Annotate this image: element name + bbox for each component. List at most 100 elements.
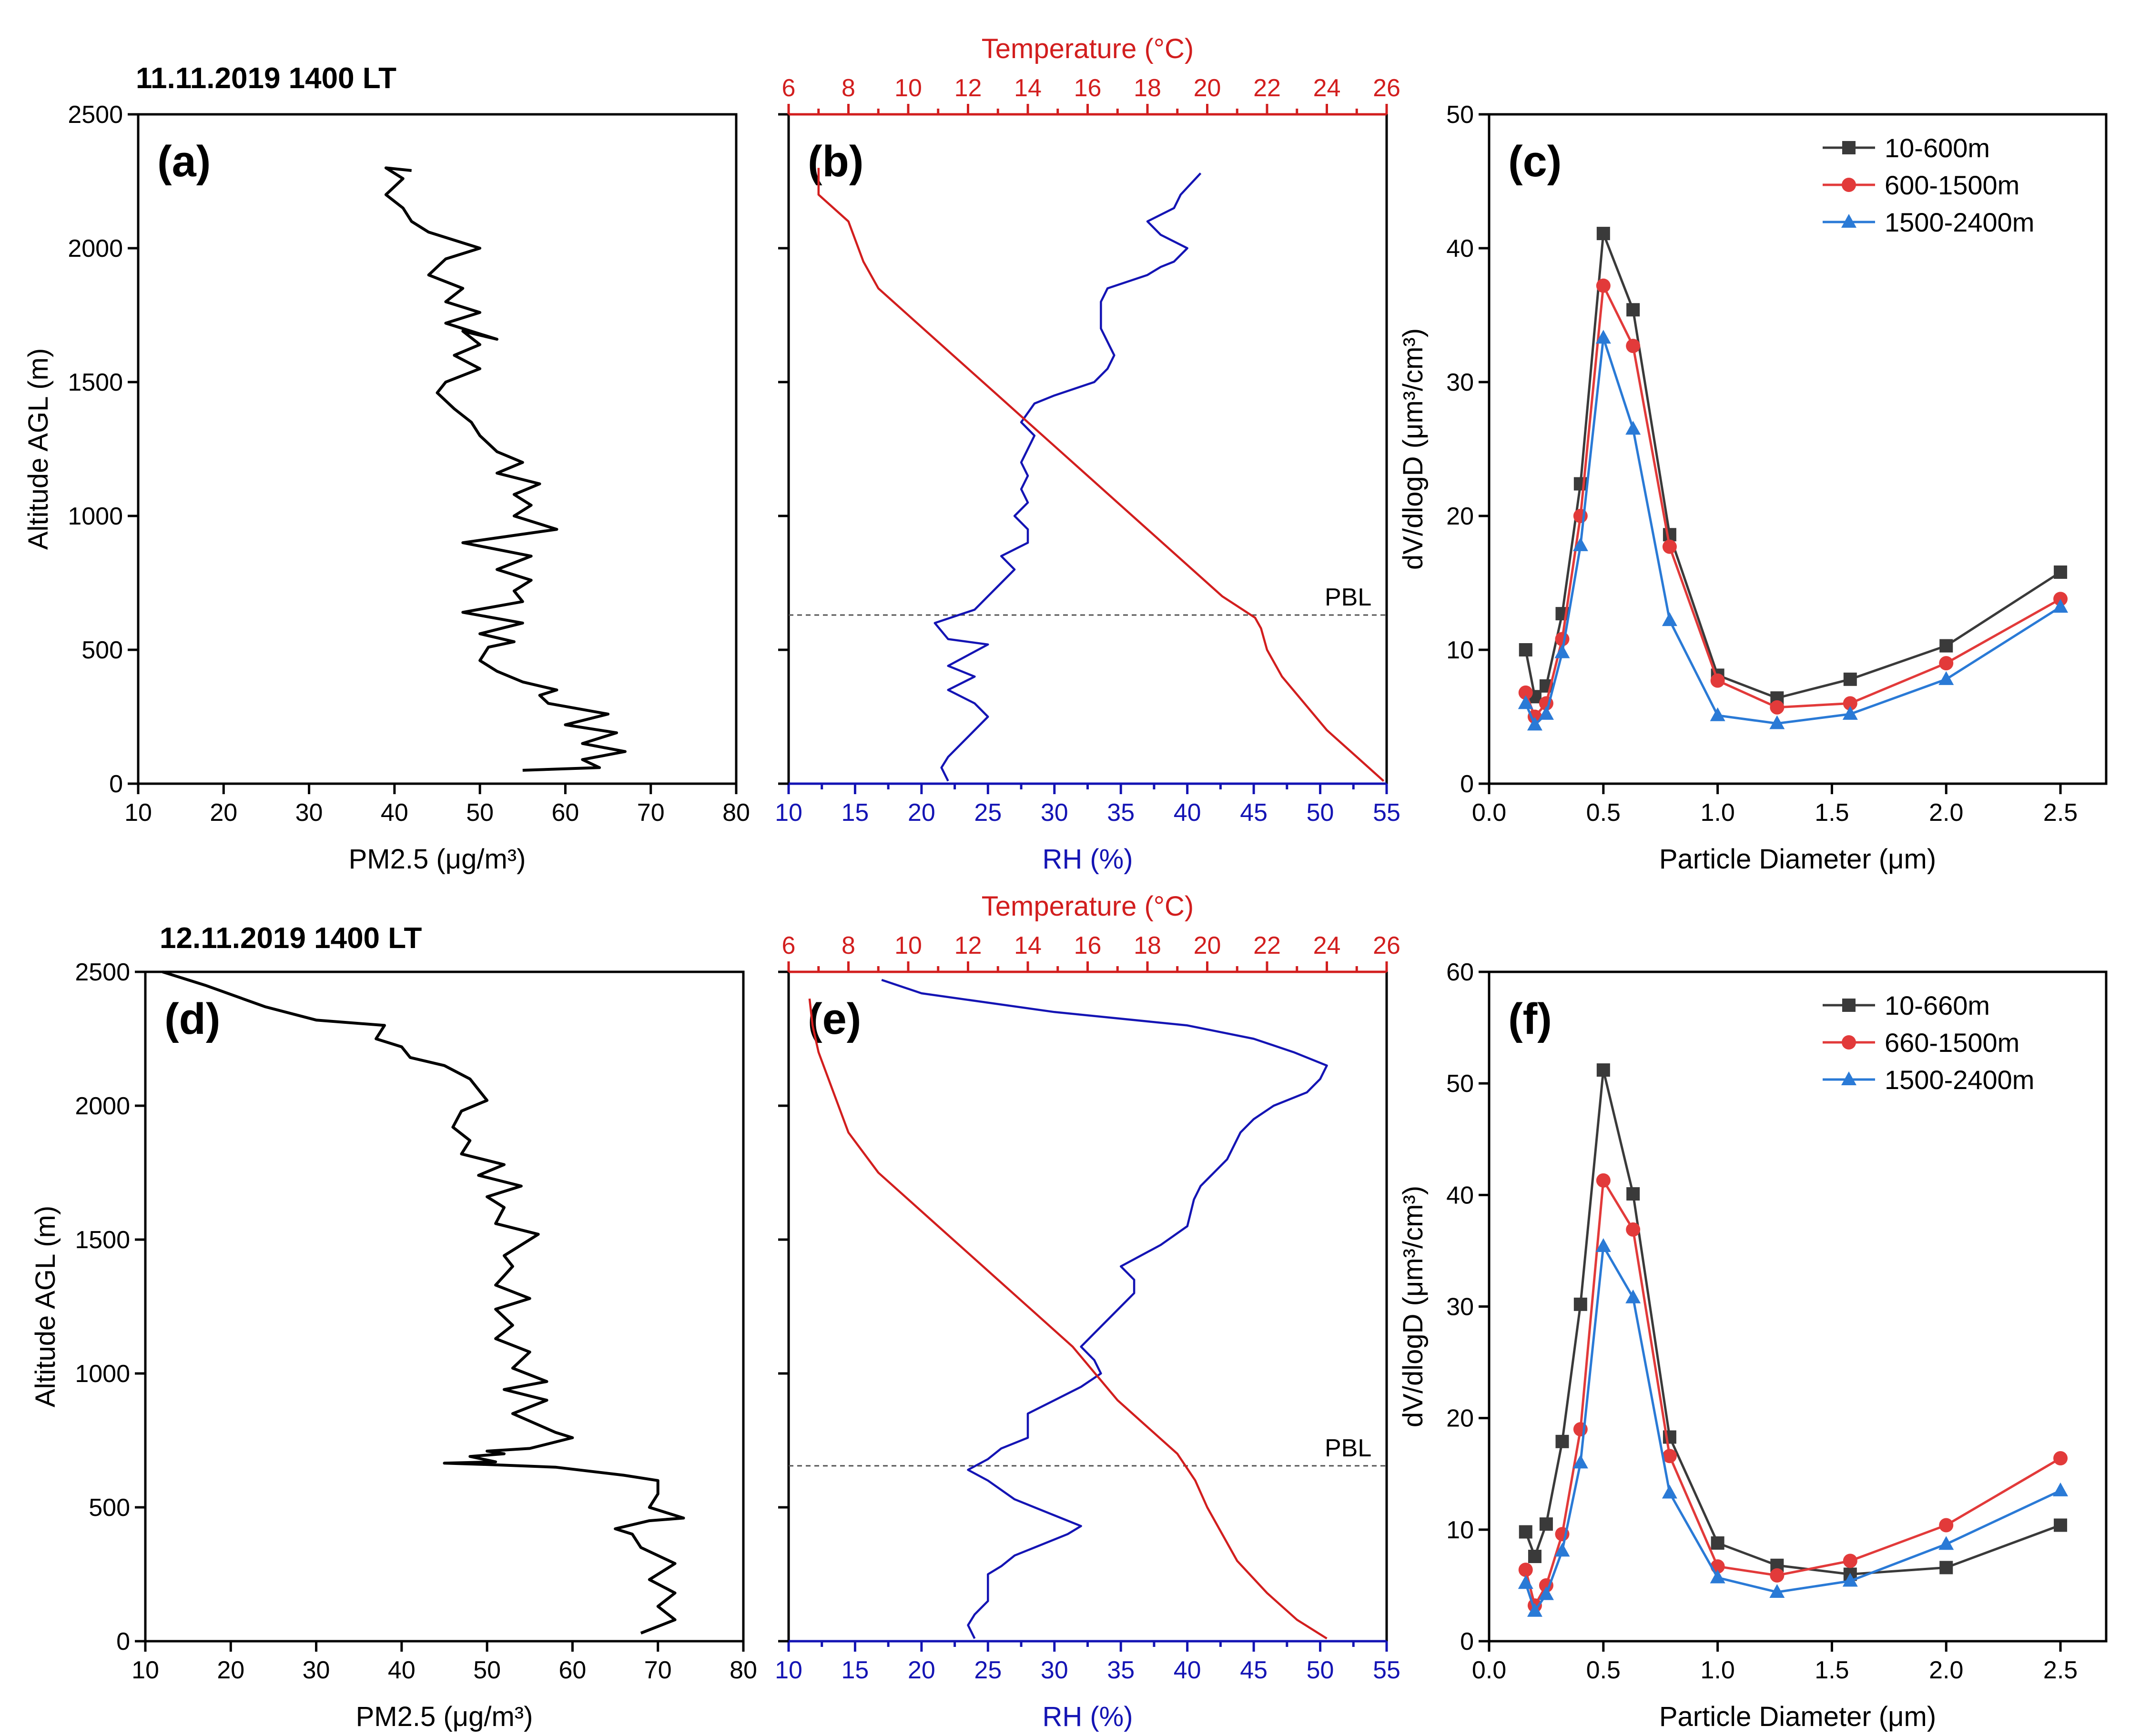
- data-point-600-1500m: [1518, 685, 1533, 700]
- y-tick-label: 0: [1460, 1628, 1474, 1655]
- x-tick-label: 25: [974, 1656, 1002, 1684]
- x-tick-label: 20: [908, 799, 935, 827]
- panel-label: (c): [1508, 137, 1562, 186]
- legend-marker: [1842, 178, 1856, 192]
- data-point-660-1500m: [1596, 1173, 1611, 1188]
- data-point-660-1500m: [2053, 1451, 2068, 1465]
- y-tick-label: 1500: [75, 1226, 130, 1254]
- x-tick-label: 1.5: [1815, 1656, 1849, 1684]
- y-tick-label: 1000: [75, 1360, 130, 1388]
- y-tick-label: 1000: [68, 503, 123, 530]
- series-line-1500-2400m: [1524, 1242, 2061, 1614]
- plot-frame: [144, 970, 745, 1643]
- data-point-10-660m: [1519, 1525, 1532, 1539]
- x-tick-label: 1.0: [1700, 1656, 1734, 1684]
- x-tick-label: 10: [132, 1656, 159, 1684]
- data-point-1500-2400m: [1572, 537, 1588, 551]
- x2-tick-label: 12: [954, 74, 982, 102]
- data-point-660-1500m: [1770, 1568, 1785, 1583]
- y-tick-label: 0: [109, 770, 123, 798]
- data-point-660-1500m: [1939, 1518, 1954, 1533]
- x-tick-label: 30: [303, 1656, 330, 1684]
- x-tick-label: 45: [1240, 1656, 1268, 1684]
- y-axis-title: Altitude AGL (m): [23, 348, 54, 550]
- x-tick-label: 10: [775, 1656, 802, 1684]
- data-point-10-660m: [2054, 1518, 2068, 1532]
- x-tick-label: 2.5: [2043, 1656, 2078, 1684]
- x-axis-title: Particle Diameter (μm): [1659, 844, 1936, 875]
- panel-label: (b): [808, 137, 863, 186]
- x2-axis-title: Temperature (°C): [982, 33, 1194, 64]
- x-axis-title: PM2.5 (μg/m³): [349, 844, 526, 875]
- data-point-600-1500m: [1662, 539, 1677, 554]
- x-tick-label: 55: [1373, 799, 1400, 827]
- data-point-1500-2400m: [2053, 599, 2069, 613]
- x-tick-label: 60: [559, 1656, 587, 1684]
- series-line-1500-2400m: [1524, 337, 2061, 727]
- x-tick-label: 40: [1174, 799, 1201, 827]
- x2-tick-label: 18: [1134, 74, 1161, 102]
- plot-frame: [137, 113, 738, 785]
- date-label-row-1: 11.11.2019 1400 LT: [136, 62, 396, 95]
- data-point-1500-2400m: [1595, 330, 1611, 344]
- x-tick-label: 35: [1107, 799, 1135, 827]
- data-point-600-1500m: [1573, 509, 1588, 523]
- x2-tick-label: 14: [1014, 74, 1042, 102]
- data-point-600-1500m: [1939, 656, 1954, 671]
- panel-label: (f): [1508, 995, 1552, 1043]
- x2-tick-label: 16: [1074, 74, 1102, 102]
- x-tick-label: 25: [974, 799, 1002, 827]
- y-tick-label: 50: [1446, 101, 1474, 129]
- data-point-1500-2400m: [1538, 1586, 1554, 1600]
- data-point-1500-2400m: [1527, 1603, 1542, 1617]
- panel-f: 0.0 0.5 1.0 1.5 2.0 2.5 0 10 20 30 40 50 60 Particle …: [1398, 959, 2108, 1732]
- x-tick-label: 40: [388, 1656, 416, 1684]
- y-tick-label: 20: [1446, 1405, 1474, 1433]
- data-point-660-1500m: [1843, 1554, 1857, 1568]
- data-point-1500-2400m: [1625, 1289, 1641, 1303]
- x-tick-label: 80: [730, 1656, 757, 1684]
- data-point-600-1500m: [1626, 339, 1641, 353]
- data-point-1500-2400m: [1710, 1569, 1725, 1584]
- x-axis-title: RH (%): [1042, 844, 1133, 875]
- x-tick-label: 1.5: [1815, 799, 1849, 827]
- y-axis-title: Altitude AGL (m): [30, 1206, 61, 1407]
- plot-frame: [787, 970, 1388, 1643]
- x2-tick-label: 6: [782, 932, 796, 959]
- data-point-10-660m: [1939, 1561, 1953, 1575]
- panel-label: (e): [808, 995, 861, 1043]
- plot-frame: [787, 113, 1388, 785]
- data-point-660-1500m: [1626, 1222, 1641, 1237]
- data-point-1500-2400m: [1842, 1573, 1858, 1587]
- data-point-1500-2400m: [1662, 612, 1677, 626]
- y-tick-label: 500: [81, 636, 123, 664]
- panel-c: 0.0 0.5 1.0 1.5 2.0 2.5 0 10 20 30 40 50 Particle Di…: [1398, 101, 2108, 875]
- legend-label: 1500-2400m: [1885, 1065, 2034, 1095]
- data-point-10-660m: [1555, 1434, 1569, 1448]
- data-point-10-600m: [1626, 303, 1640, 317]
- x2-tick-label: 10: [894, 932, 922, 959]
- data-point-10-660m: [1539, 1517, 1553, 1531]
- data-point-1500-2400m: [1554, 644, 1570, 658]
- data-point-1500-2400m: [1625, 421, 1641, 435]
- x-axis-title: Particle Diameter (μm): [1659, 1701, 1936, 1732]
- x2-tick-label: 24: [1313, 74, 1341, 102]
- x-tick-label: 2.0: [1929, 1656, 1963, 1684]
- x-tick-label: 50: [1307, 1656, 1334, 1684]
- y-axis-title: dV/dlogD (μm³/cm³): [1398, 328, 1429, 570]
- x-tick-label: 30: [1041, 799, 1068, 827]
- legend-marker: [1841, 214, 1856, 228]
- legend-marker: [1842, 1035, 1856, 1050]
- panel-d: 10 20 30 40 50 60 70 80 0 500 1000 1500 2000 2500 PM2.…: [30, 959, 757, 1732]
- date-label-row-2: 12.11.2019 1400 LT: [160, 922, 422, 955]
- x2-tick-label: 24: [1313, 932, 1341, 959]
- panel-label: (d): [164, 995, 220, 1043]
- x-tick-label: 0.5: [1586, 1656, 1621, 1684]
- legend-label: 600-1500m: [1885, 170, 2019, 200]
- x2-tick-label: 8: [842, 74, 855, 102]
- x-axis-title: PM2.5 (μg/m³): [356, 1701, 533, 1732]
- data-point-1500-2400m: [1938, 671, 1954, 685]
- series-line-rh: [881, 979, 1328, 1639]
- y-tick-label: 40: [1446, 1181, 1474, 1209]
